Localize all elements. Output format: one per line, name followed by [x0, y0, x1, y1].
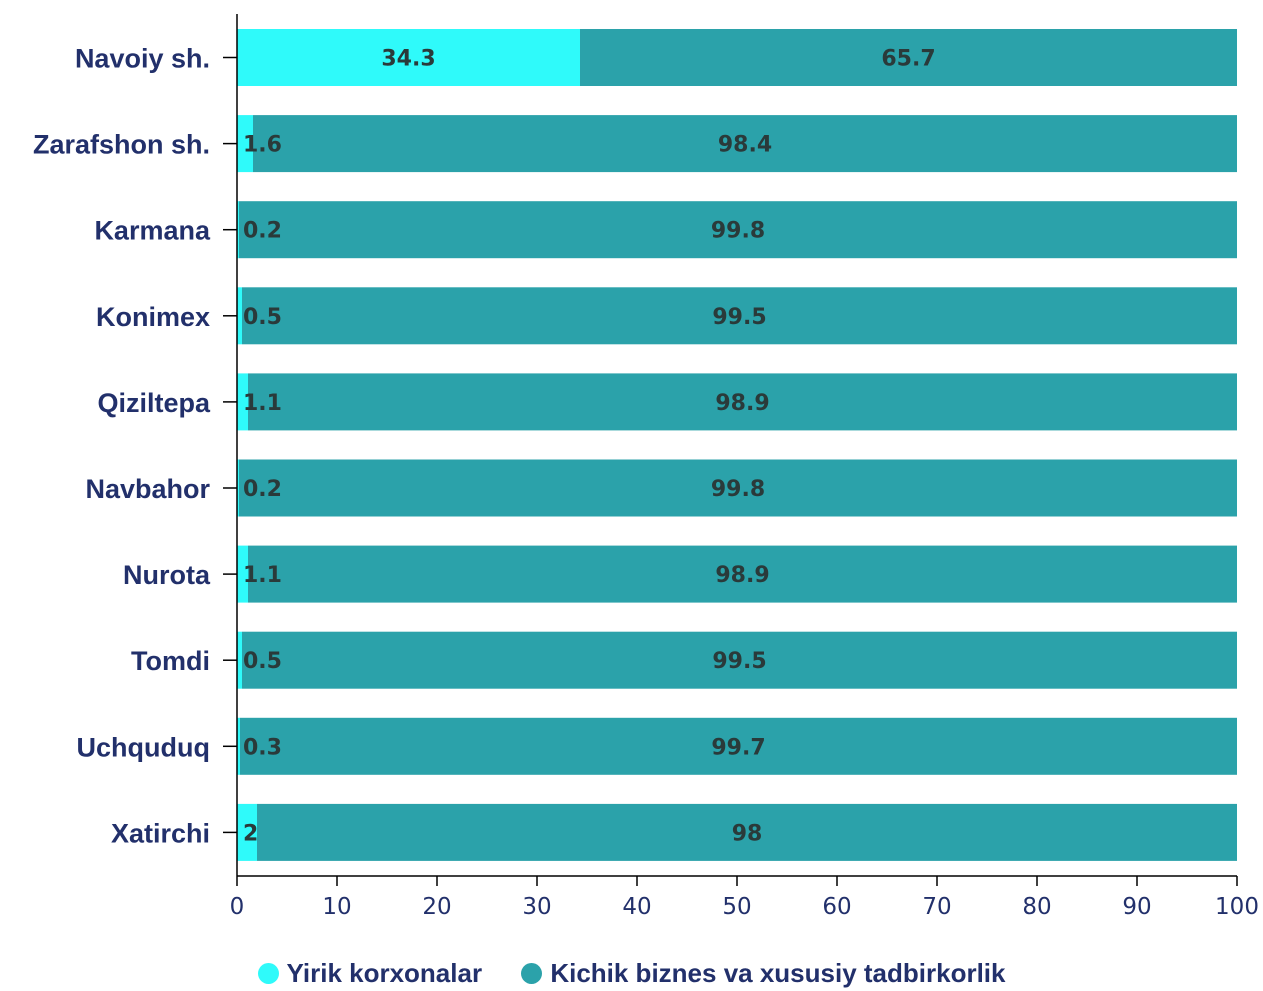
x-tick-label: 20 — [422, 894, 451, 920]
x-tick-label: 90 — [1122, 894, 1151, 920]
data-label-kichik: 98.9 — [715, 563, 769, 588]
category-label: Navbahor — [85, 474, 210, 504]
data-label-kichik: 99.5 — [712, 649, 766, 674]
bar-kichik — [580, 29, 1237, 86]
data-label-kichik: 99.7 — [711, 735, 765, 760]
bar-kichik — [248, 545, 1237, 603]
legend-swatch-kichik — [521, 963, 543, 984]
category-label: Xatirchi — [111, 818, 210, 848]
data-label-kichik: 98.9 — [715, 391, 769, 416]
bar-yirik — [237, 287, 242, 345]
bar-yirik — [237, 631, 242, 689]
x-tick-label: 40 — [622, 894, 651, 920]
x-tick-label: 100 — [1215, 894, 1259, 920]
data-label-yirik: 0.5 — [243, 649, 282, 674]
category-label: Karmana — [94, 216, 211, 246]
legend-item-yirik: Yirik korxonalar — [257, 958, 483, 989]
bar-yirik — [237, 201, 239, 259]
data-label-kichik: 99.8 — [711, 219, 765, 244]
legend-label-kichik: Kichik biznes va xususiy tadbirkorlik — [550, 958, 1006, 988]
bar-kichik — [242, 631, 1237, 689]
data-label-kichik: 98.4 — [718, 133, 772, 158]
bar-kichik — [242, 287, 1237, 345]
data-label-yirik: 0.5 — [243, 305, 282, 330]
stacked-bar-chart: 34.3 65.7 Navoiy sh. 1.6 98.4 Zarafshon sh. 0.… — [33, 14, 1259, 920]
data-label-yirik: 2 — [243, 821, 258, 846]
x-tick-label: 10 — [322, 894, 351, 920]
bar-yirik — [237, 803, 257, 861]
category-label: Qiziltepa — [97, 388, 211, 418]
category-label: Nurota — [123, 560, 211, 590]
x-tick-label: 50 — [722, 894, 751, 920]
data-label-yirik: 1.1 — [243, 563, 282, 588]
bar-yirik — [237, 717, 240, 775]
category-label: Tomdi — [131, 646, 210, 676]
bar-kichik — [240, 717, 1237, 775]
data-label-kichik: 99.8 — [711, 477, 765, 502]
bar-kichik — [239, 201, 1237, 259]
x-tick-label: 60 — [822, 894, 851, 920]
category-label: Navoiy sh. — [75, 44, 210, 74]
bar-yirik — [237, 115, 253, 173]
bar-kichik — [257, 803, 1237, 861]
data-label-kichik: 65.7 — [881, 47, 935, 72]
legend-item-kichik: Kichik biznes va xususiy tadbirkorlik — [521, 958, 1005, 989]
data-label-yirik: 1.6 — [243, 133, 282, 158]
data-label-kichik: 99.5 — [712, 305, 766, 330]
data-label-yirik: 34.3 — [381, 47, 435, 72]
legend-swatch-yirik — [257, 963, 279, 984]
bar-yirik — [237, 373, 248, 431]
bar-kichik — [239, 459, 1237, 517]
data-label-yirik: 0.3 — [243, 735, 282, 760]
bar-kichik — [248, 373, 1237, 431]
x-tick-label: 80 — [1022, 894, 1051, 920]
bar-yirik — [237, 29, 580, 86]
x-tick-label: 0 — [230, 894, 245, 920]
legend: Yirik korxonalar Kichik biznes va xususi… — [0, 958, 1263, 991]
legend-label-yirik: Yirik korxonalar — [286, 958, 483, 988]
x-tick-label: 70 — [922, 894, 951, 920]
data-label-yirik: 0.2 — [243, 477, 282, 502]
data-label-yirik: 1.1 — [243, 391, 282, 416]
category-label: Uchquduq — [77, 732, 210, 762]
category-label: Zarafshon sh. — [33, 130, 210, 160]
category-label: Konimex — [96, 302, 210, 332]
data-label-kichik: 98 — [732, 821, 763, 846]
bar-kichik — [253, 115, 1237, 173]
bar-yirik — [237, 459, 239, 517]
x-tick-label: 30 — [522, 894, 551, 920]
data-label-yirik: 0.2 — [243, 219, 282, 244]
bar-yirik — [237, 545, 248, 603]
